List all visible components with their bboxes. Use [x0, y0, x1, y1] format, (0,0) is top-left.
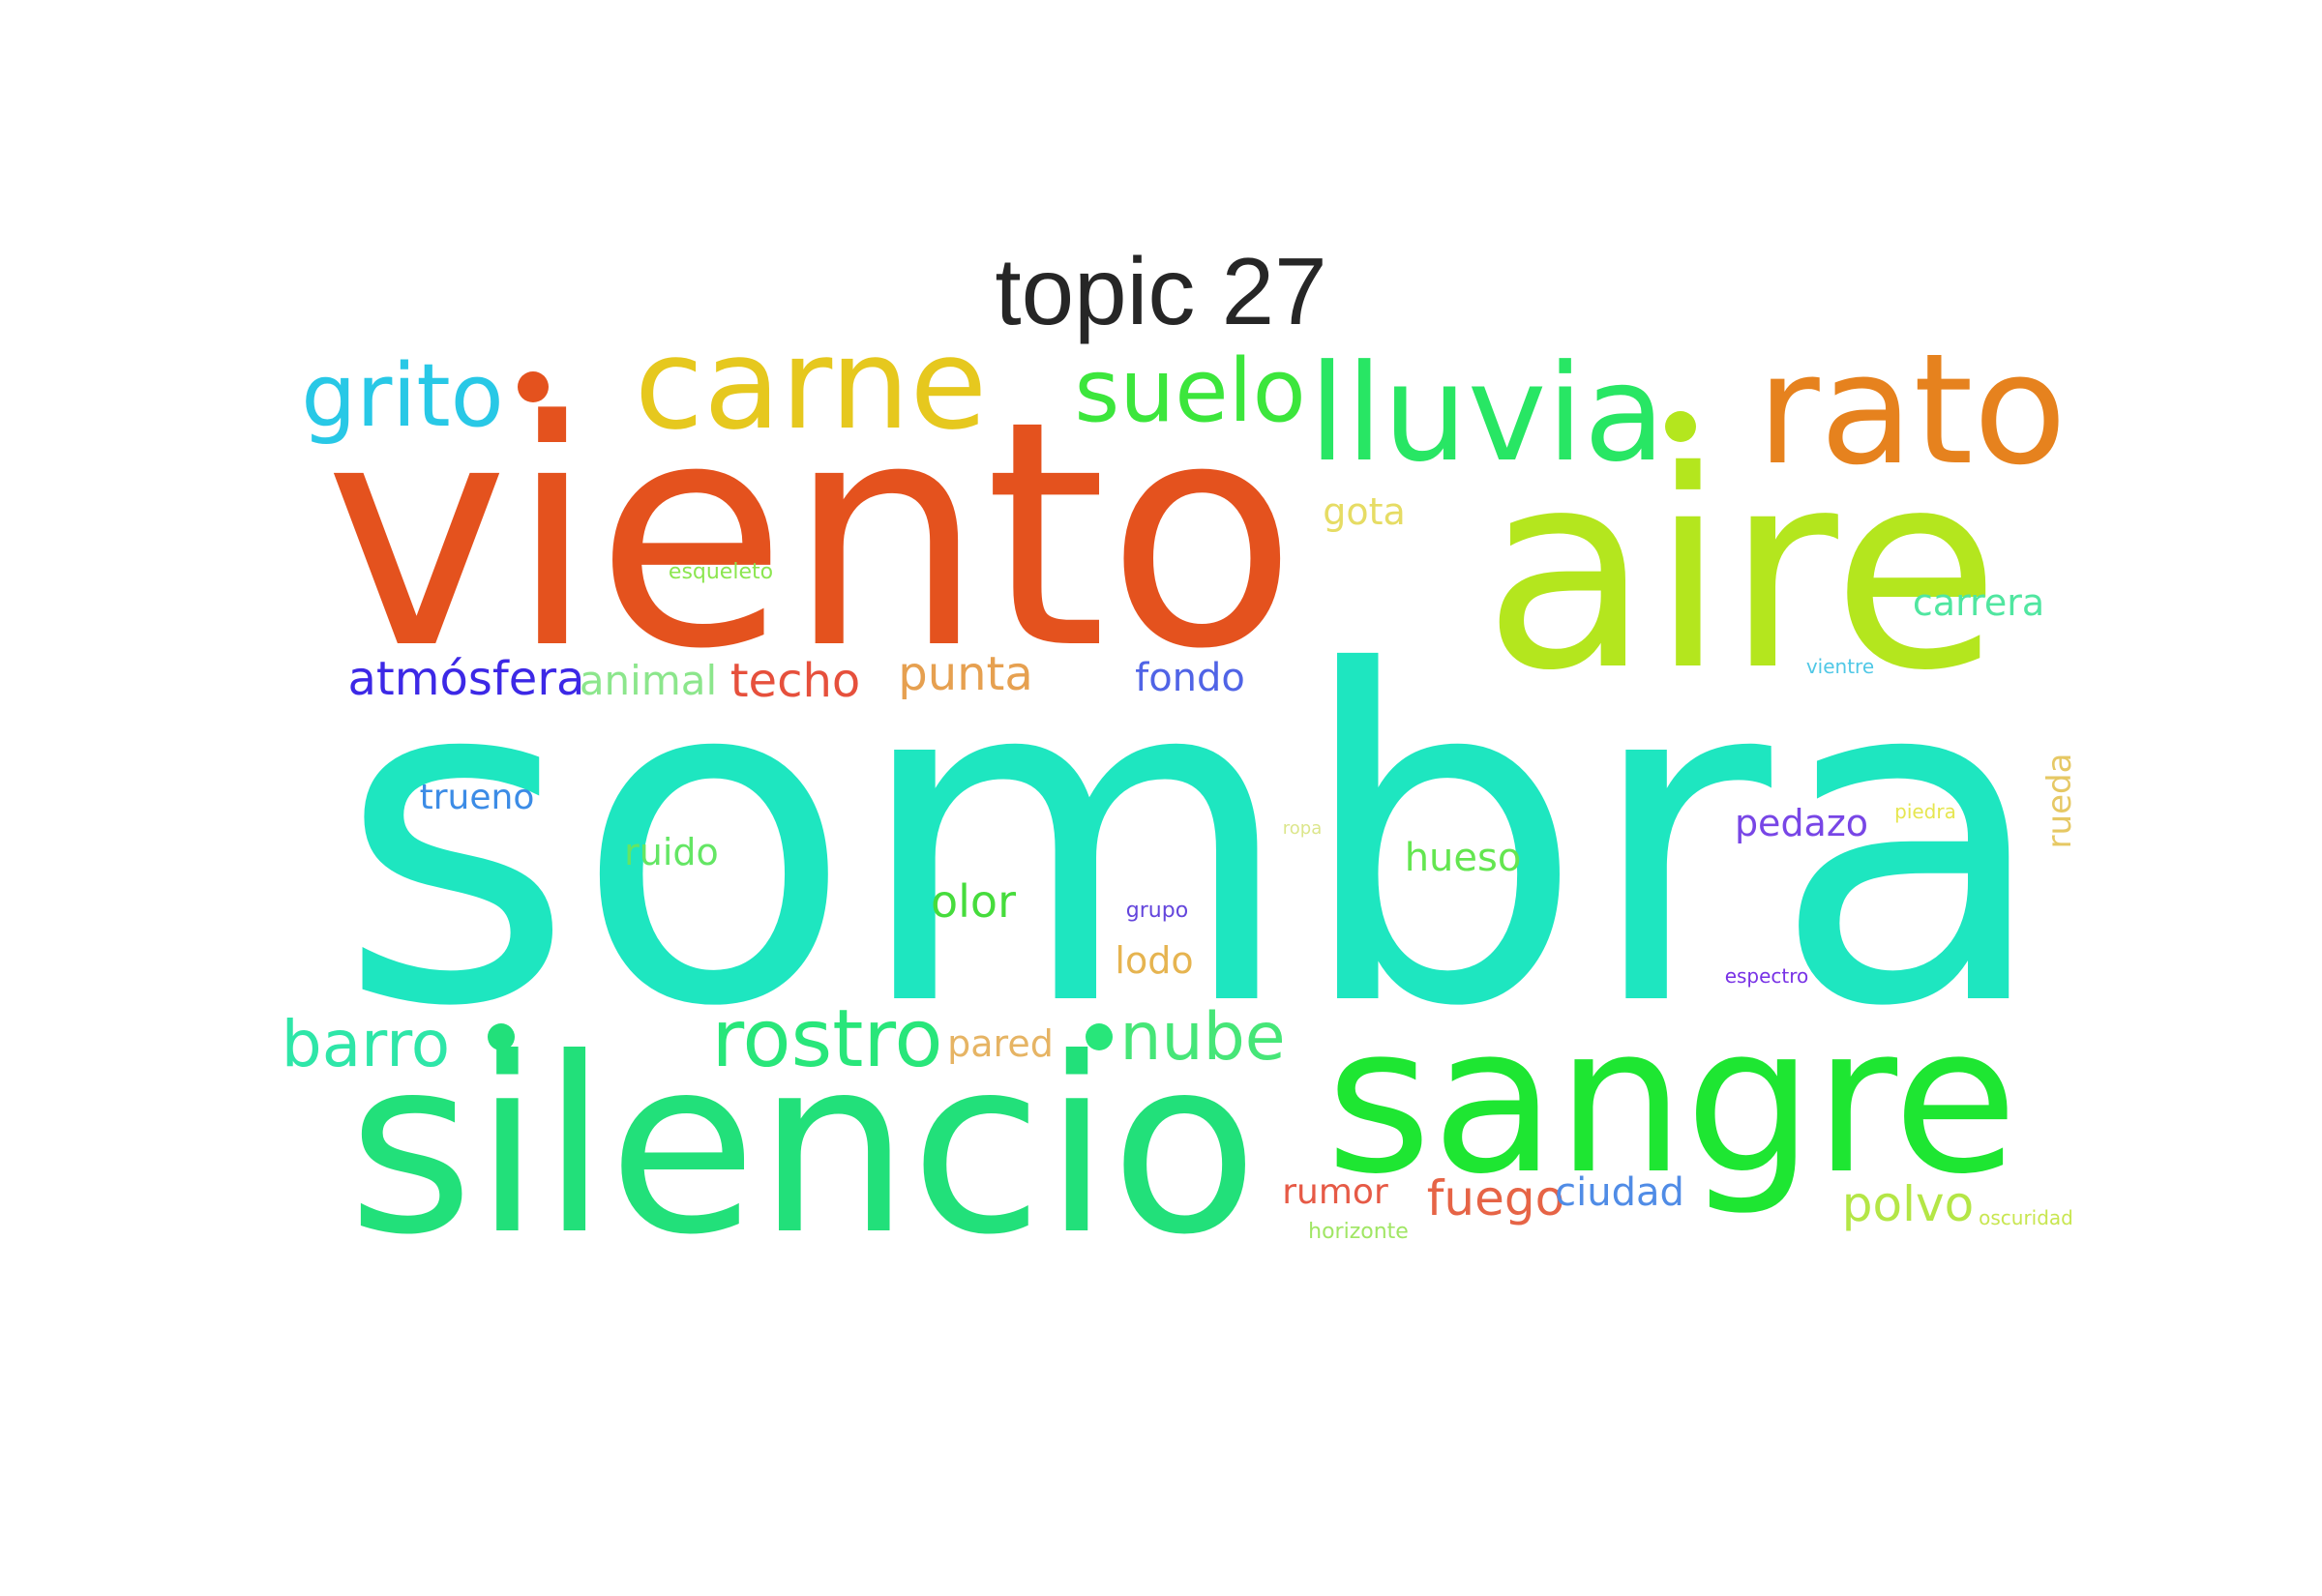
- word-fondo: fondo: [1135, 656, 1245, 700]
- word-grito: grito: [301, 345, 504, 447]
- word-esqueleto: esqueleto: [669, 560, 773, 584]
- word-rostro: rostro: [711, 993, 942, 1085]
- word-nube: nube: [1119, 999, 1285, 1076]
- word-viento: viento: [324, 354, 1296, 717]
- word-silencio: silencio: [347, 1006, 1258, 1287]
- word-techo: techo: [730, 654, 861, 708]
- word-polvo: polvo: [1842, 1176, 1974, 1232]
- word-atmósfera: atmósfera: [348, 652, 585, 706]
- word-dot: [488, 1023, 515, 1050]
- word-carrera: carrera: [1913, 581, 2044, 624]
- word-lodo: lodo: [1115, 939, 1193, 982]
- word-trueno: trueno: [420, 778, 535, 817]
- word-piedra: piedra: [1894, 800, 1956, 823]
- word-barro: barro: [282, 1007, 450, 1081]
- word-dot: [1086, 1023, 1113, 1050]
- word-espectro: espectro: [1725, 964, 1809, 988]
- word-sombra: sombra: [338, 576, 2050, 1106]
- word-grupo: grupo: [1126, 899, 1188, 923]
- word-ciudad: ciudad: [1555, 1170, 1684, 1215]
- word-sangre: sangre: [1325, 982, 2017, 1219]
- word-rumor: rumor: [1282, 1172, 1388, 1212]
- word-rato: rato: [1757, 321, 2067, 499]
- word-oscuridad: oscuridad: [1979, 1206, 2073, 1229]
- word-horizonte: horizonte: [1308, 1220, 1409, 1244]
- word-fuego: fuego: [1427, 1170, 1564, 1227]
- word-dot: [518, 371, 549, 402]
- word-dot: [1665, 411, 1696, 442]
- word-olor: olor: [931, 875, 1016, 928]
- word-lluvia: lluvia: [1309, 336, 1666, 491]
- word-ruido: ruido: [624, 831, 719, 873]
- word-hueso: hueso: [1405, 836, 1522, 880]
- wordcloud-title: topic 27: [995, 238, 1327, 344]
- word-pedazo: pedazo: [1735, 802, 1868, 844]
- word-punta: punta: [898, 647, 1033, 701]
- word-rueda: rueda: [2040, 754, 2079, 849]
- word-ropa: ropa: [1283, 818, 1322, 839]
- word-vientre: vientre: [1806, 655, 1874, 678]
- word-suelo: suelo: [1074, 340, 1305, 442]
- word-pared: pared: [947, 1022, 1054, 1065]
- word-animal: animal: [580, 657, 717, 704]
- word-gota: gota: [1323, 490, 1406, 533]
- word-carne: carne: [635, 310, 988, 458]
- word-aire: aire: [1483, 412, 2000, 730]
